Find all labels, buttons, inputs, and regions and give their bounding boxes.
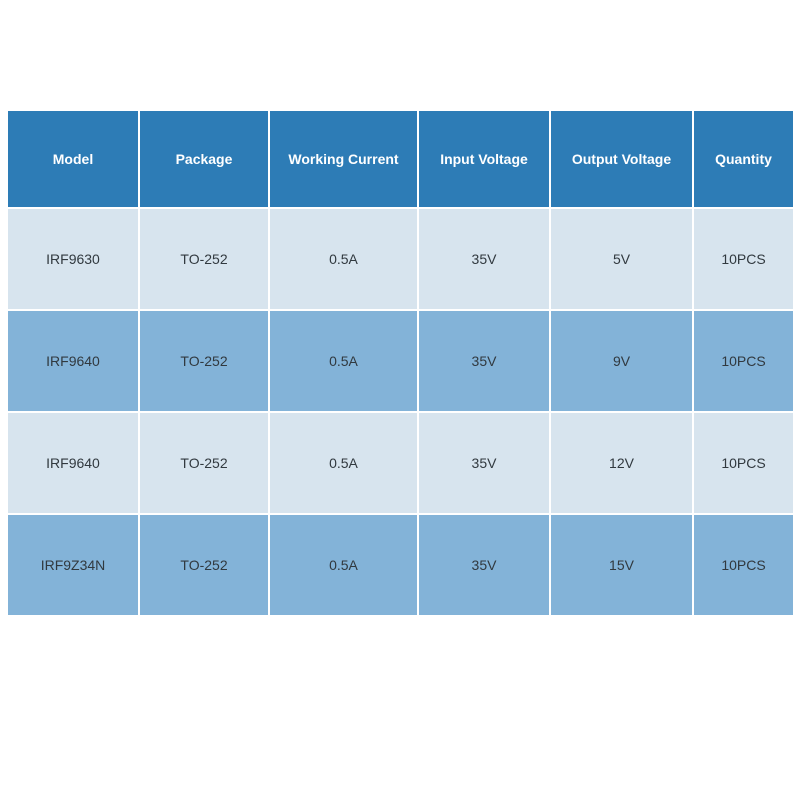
table-cell: 12V — [550, 412, 693, 514]
page-canvas: ModelPackageWorking CurrentInput Voltage… — [0, 0, 800, 800]
table-cell: 0.5A — [269, 514, 418, 616]
table-row: IRF9640TO-2520.5A35V9V10PCS — [7, 310, 794, 412]
table-cell: IRF9Z34N — [7, 514, 139, 616]
col-header: Input Voltage — [418, 110, 550, 208]
table-cell: TO-252 — [139, 310, 269, 412]
spec-table-head: ModelPackageWorking CurrentInput Voltage… — [7, 110, 794, 208]
table-cell: 10PCS — [693, 514, 794, 616]
table-row: IRF9640TO-2520.5A35V12V10PCS — [7, 412, 794, 514]
table-cell: 35V — [418, 514, 550, 616]
table-cell: 35V — [418, 310, 550, 412]
table-cell: 0.5A — [269, 412, 418, 514]
table-cell: TO-252 — [139, 412, 269, 514]
col-header: Quantity — [693, 110, 794, 208]
table-cell: IRF9630 — [7, 208, 139, 310]
table-cell: TO-252 — [139, 514, 269, 616]
table-row: IRF9630TO-2520.5A35V5V10PCS — [7, 208, 794, 310]
table-cell: 10PCS — [693, 310, 794, 412]
spec-table-body: IRF9630TO-2520.5A35V5V10PCSIRF9640TO-252… — [7, 208, 794, 616]
spec-table-header-row: ModelPackageWorking CurrentInput Voltage… — [7, 110, 794, 208]
col-header: Model — [7, 110, 139, 208]
table-cell: 10PCS — [693, 412, 794, 514]
table-cell: IRF9640 — [7, 310, 139, 412]
spec-table: ModelPackageWorking CurrentInput Voltage… — [6, 109, 795, 617]
table-cell: 10PCS — [693, 208, 794, 310]
col-header: Working Current — [269, 110, 418, 208]
table-cell: 9V — [550, 310, 693, 412]
table-cell: 15V — [550, 514, 693, 616]
table-cell: 35V — [418, 208, 550, 310]
col-header: Package — [139, 110, 269, 208]
table-cell: TO-252 — [139, 208, 269, 310]
table-cell: 5V — [550, 208, 693, 310]
table-row: IRF9Z34NTO-2520.5A35V15V10PCS — [7, 514, 794, 616]
table-cell: IRF9640 — [7, 412, 139, 514]
table-cell: 0.5A — [269, 208, 418, 310]
table-cell: 35V — [418, 412, 550, 514]
col-header: Output Voltage — [550, 110, 693, 208]
table-cell: 0.5A — [269, 310, 418, 412]
